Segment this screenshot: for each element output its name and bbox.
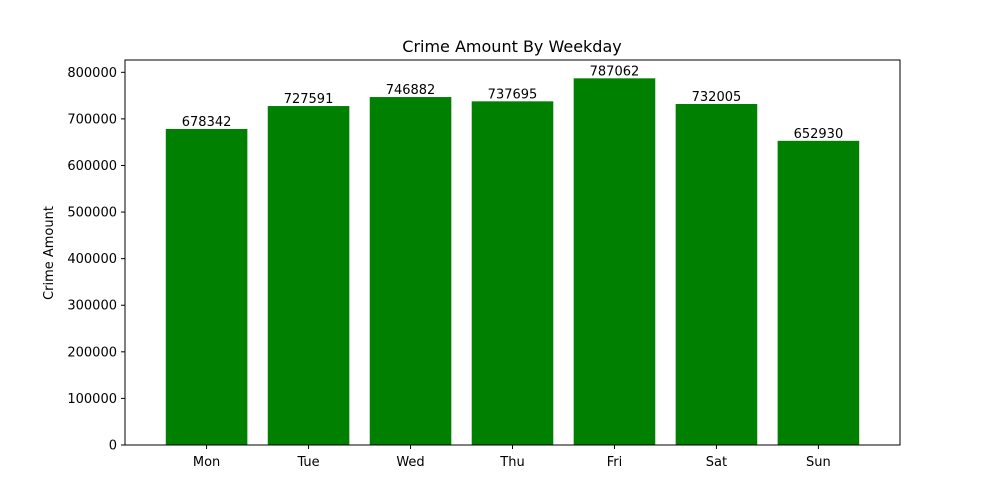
data-label-fri: 787062 — [590, 64, 640, 79]
y-axis-label: Crime Amount — [42, 206, 57, 300]
y-tick-label: 500000 — [67, 206, 117, 221]
x-tick-label-sat: Sat — [706, 455, 727, 470]
data-label-sun: 652930 — [794, 127, 844, 142]
y-tick-label: 400000 — [67, 252, 117, 267]
data-label-mon: 678342 — [182, 115, 232, 130]
y-tick-label: 800000 — [67, 66, 117, 81]
data-label-sat: 732005 — [692, 90, 742, 105]
x-tick-label-wed: Wed — [396, 455, 424, 470]
data-label-tue: 727591 — [284, 92, 334, 107]
bar-sun — [777, 140, 860, 445]
y-tick-label: 600000 — [67, 159, 117, 174]
chart-title: Crime Amount By Weekday — [402, 37, 621, 56]
bar-thu — [471, 101, 554, 445]
y-tick-label: 700000 — [67, 112, 117, 127]
bar-mon — [165, 128, 248, 446]
bar-tue — [267, 106, 350, 445]
x-tick-label-thu: Thu — [499, 455, 524, 470]
y-tick-label: 100000 — [67, 392, 117, 407]
y-tick-label: 200000 — [67, 345, 117, 360]
data-label-wed: 746882 — [386, 83, 436, 98]
bar-sat — [675, 103, 758, 445]
plot-area: 678342 727591 746882 737695 787062 732005 6529… — [67, 59, 901, 470]
x-tick-label-tue: Tue — [296, 455, 319, 470]
x-tick-label-mon: Mon — [193, 455, 220, 470]
x-tick-label-sun: Sun — [806, 455, 831, 470]
bar-wed — [369, 97, 452, 446]
y-tick-label: 300000 — [67, 299, 117, 314]
bar-fri — [573, 78, 656, 445]
y-tick-label: 0 — [109, 439, 117, 454]
data-label-thu: 737695 — [488, 87, 538, 102]
x-tick-label-fri: Fri — [607, 455, 623, 470]
